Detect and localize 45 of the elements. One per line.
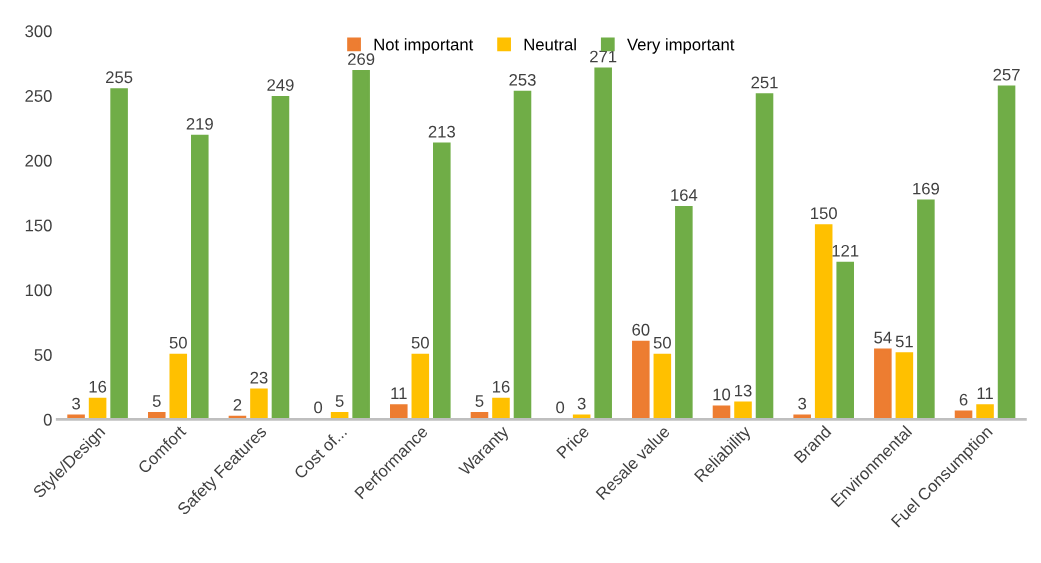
y-tick-label: 100	[25, 284, 52, 297]
data-label: 3	[577, 397, 586, 410]
data-label: 5	[335, 395, 344, 407]
data-label: 271	[590, 50, 617, 63]
data-label: 16	[492, 380, 510, 393]
data-label: 253	[509, 73, 536, 86]
data-label: 5	[475, 395, 484, 407]
data-label: 54	[874, 331, 892, 344]
data-label: 3	[72, 397, 80, 410]
data-label: 50	[169, 336, 187, 349]
legend-label: Neutral	[524, 38, 576, 51]
data-label: 6	[959, 393, 968, 406]
data-label: 60	[632, 323, 650, 336]
data-label: 16	[89, 380, 107, 393]
data-label: 13	[735, 384, 752, 397]
data-label: 249	[267, 79, 294, 91]
y-tick-label: 300	[25, 25, 52, 38]
data-label: 0	[556, 401, 565, 414]
data-label: 0	[314, 401, 323, 414]
data-label: 50	[411, 336, 429, 349]
y-tick-label: 250	[25, 90, 52, 102]
data-label: 257	[993, 68, 1020, 81]
data-label: 150	[811, 207, 837, 220]
legend-label: Very important	[627, 38, 735, 54]
data-label: 251	[751, 76, 778, 89]
data-label: 269	[348, 53, 375, 66]
y-tick-label: 150	[25, 219, 52, 232]
y-tick-label: 50	[34, 349, 52, 361]
data-label: 2	[233, 398, 242, 411]
y-tick-label: 0	[43, 413, 52, 426]
data-label: 5	[152, 395, 161, 407]
data-label: 255	[106, 71, 133, 84]
data-label: 164	[671, 189, 698, 201]
data-label: 51	[895, 335, 913, 348]
data-label: 213	[428, 125, 455, 138]
data-label: 11	[391, 387, 407, 399]
y-tick-label: 200	[25, 154, 52, 167]
data-label: 50	[653, 336, 671, 349]
legend-label: Not important	[374, 38, 474, 54]
data-label: 219	[186, 117, 213, 130]
data-label: 3	[798, 397, 807, 410]
data-label: 11	[977, 387, 993, 399]
data-label: 169	[913, 182, 939, 195]
data-label: 10	[713, 388, 731, 401]
data-label: 23	[250, 371, 268, 384]
